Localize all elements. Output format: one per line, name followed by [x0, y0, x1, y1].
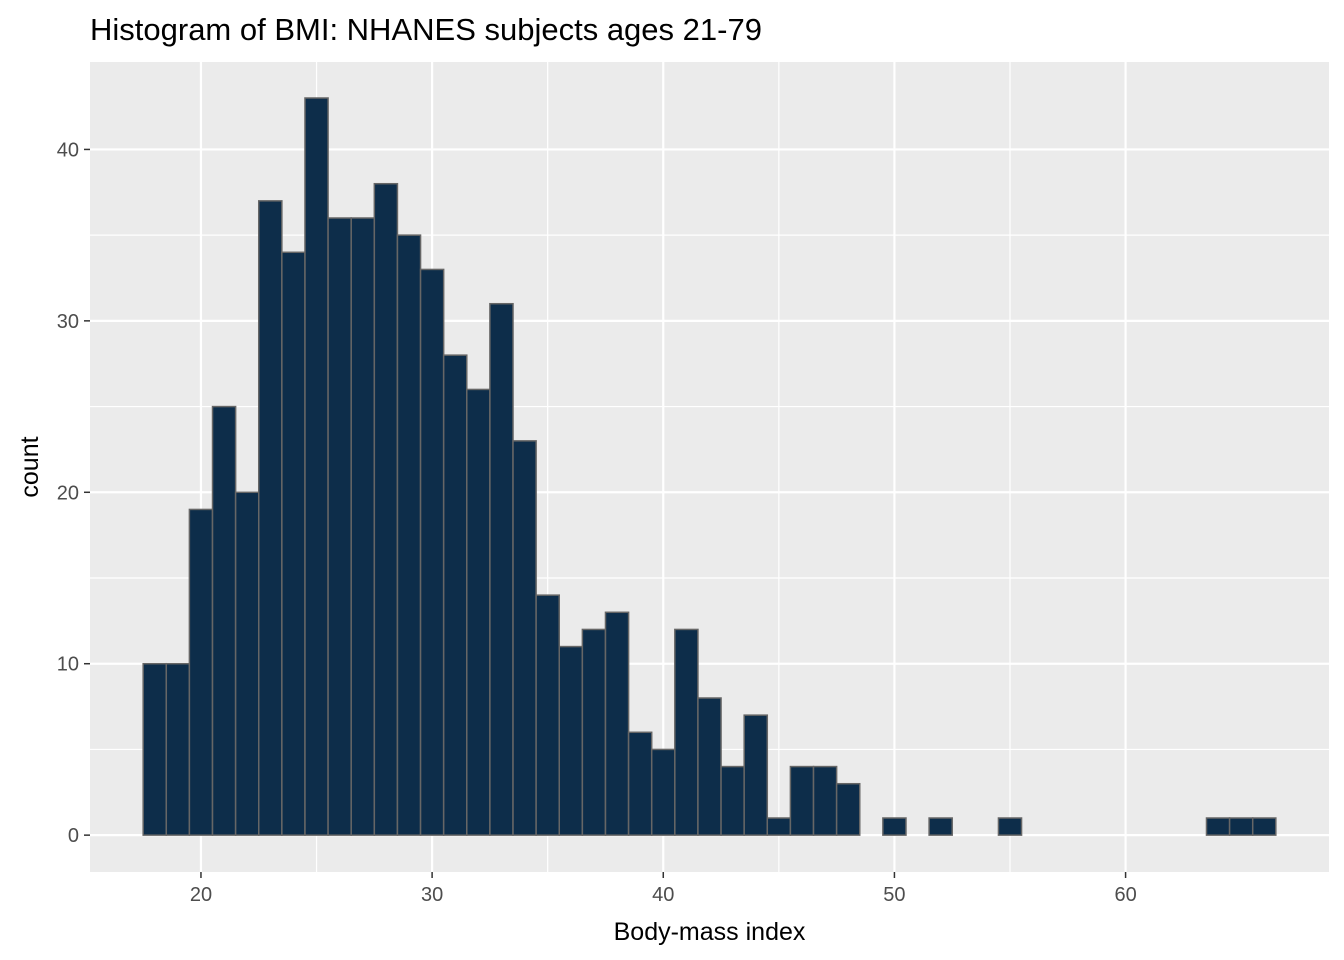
x-tick-label: 40 [652, 884, 674, 906]
histogram-bar [257, 200, 283, 836]
x-tick-label: 30 [421, 884, 443, 906]
histogram-bar [812, 765, 838, 836]
histogram-bar [674, 628, 699, 836]
histogram-bar [535, 594, 560, 836]
x-axis-title: Body-mass index [614, 918, 806, 946]
histogram-bar [350, 217, 376, 836]
histogram-bar [882, 817, 907, 836]
histogram-bars [142, 97, 1277, 836]
x-tick-label: 20 [190, 884, 212, 906]
y-axis-title: count [16, 436, 44, 497]
histogram-bar [743, 714, 769, 836]
histogram-bar [211, 405, 237, 836]
histogram-bar [188, 508, 214, 836]
histogram-bar [466, 388, 491, 836]
y-tick-label: 10 [57, 654, 79, 676]
histogram-bar [697, 697, 722, 836]
histogram-bar [720, 765, 745, 836]
histogram-bar [581, 628, 607, 836]
histogram-bar [1205, 817, 1231, 836]
histogram-bar [512, 440, 537, 836]
histogram-bar [766, 817, 792, 836]
chart-title: Histogram of BMI: NHANES subjects ages 2… [90, 12, 762, 47]
histogram-bar [627, 731, 653, 836]
histogram-bar [373, 182, 399, 836]
histogram-bar [419, 268, 445, 836]
histogram-bar [396, 234, 422, 836]
histogram-bar [442, 354, 468, 836]
y-tick-label: 20 [57, 482, 79, 504]
y-tick-label: 40 [57, 139, 79, 161]
histogram-bar [234, 491, 260, 836]
histogram-bar [558, 645, 584, 836]
histogram-bar [489, 302, 514, 836]
histogram-bar [142, 662, 168, 836]
histogram-bar [789, 765, 815, 836]
x-axis-ticks: 20 30 40 50 60 [190, 872, 1137, 906]
histogram-bar [165, 662, 191, 836]
histogram-bar [1228, 817, 1254, 836]
histogram-bar [997, 817, 1023, 836]
histogram-bar [650, 748, 676, 836]
histogram-bar [928, 817, 953, 836]
y-axis-ticks: 0 10 20 30 40 [57, 139, 90, 847]
x-tick-label: 50 [883, 884, 905, 906]
histogram-bar [1251, 817, 1277, 836]
histogram-bar [835, 782, 861, 836]
x-tick-label: 60 [1114, 884, 1136, 906]
histogram-bar [327, 217, 352, 836]
y-tick-label: 30 [57, 311, 79, 333]
histogram-bar [281, 251, 306, 836]
y-tick-label: 0 [68, 825, 79, 847]
histogram-bar [604, 611, 630, 836]
histogram-bar [304, 97, 329, 836]
